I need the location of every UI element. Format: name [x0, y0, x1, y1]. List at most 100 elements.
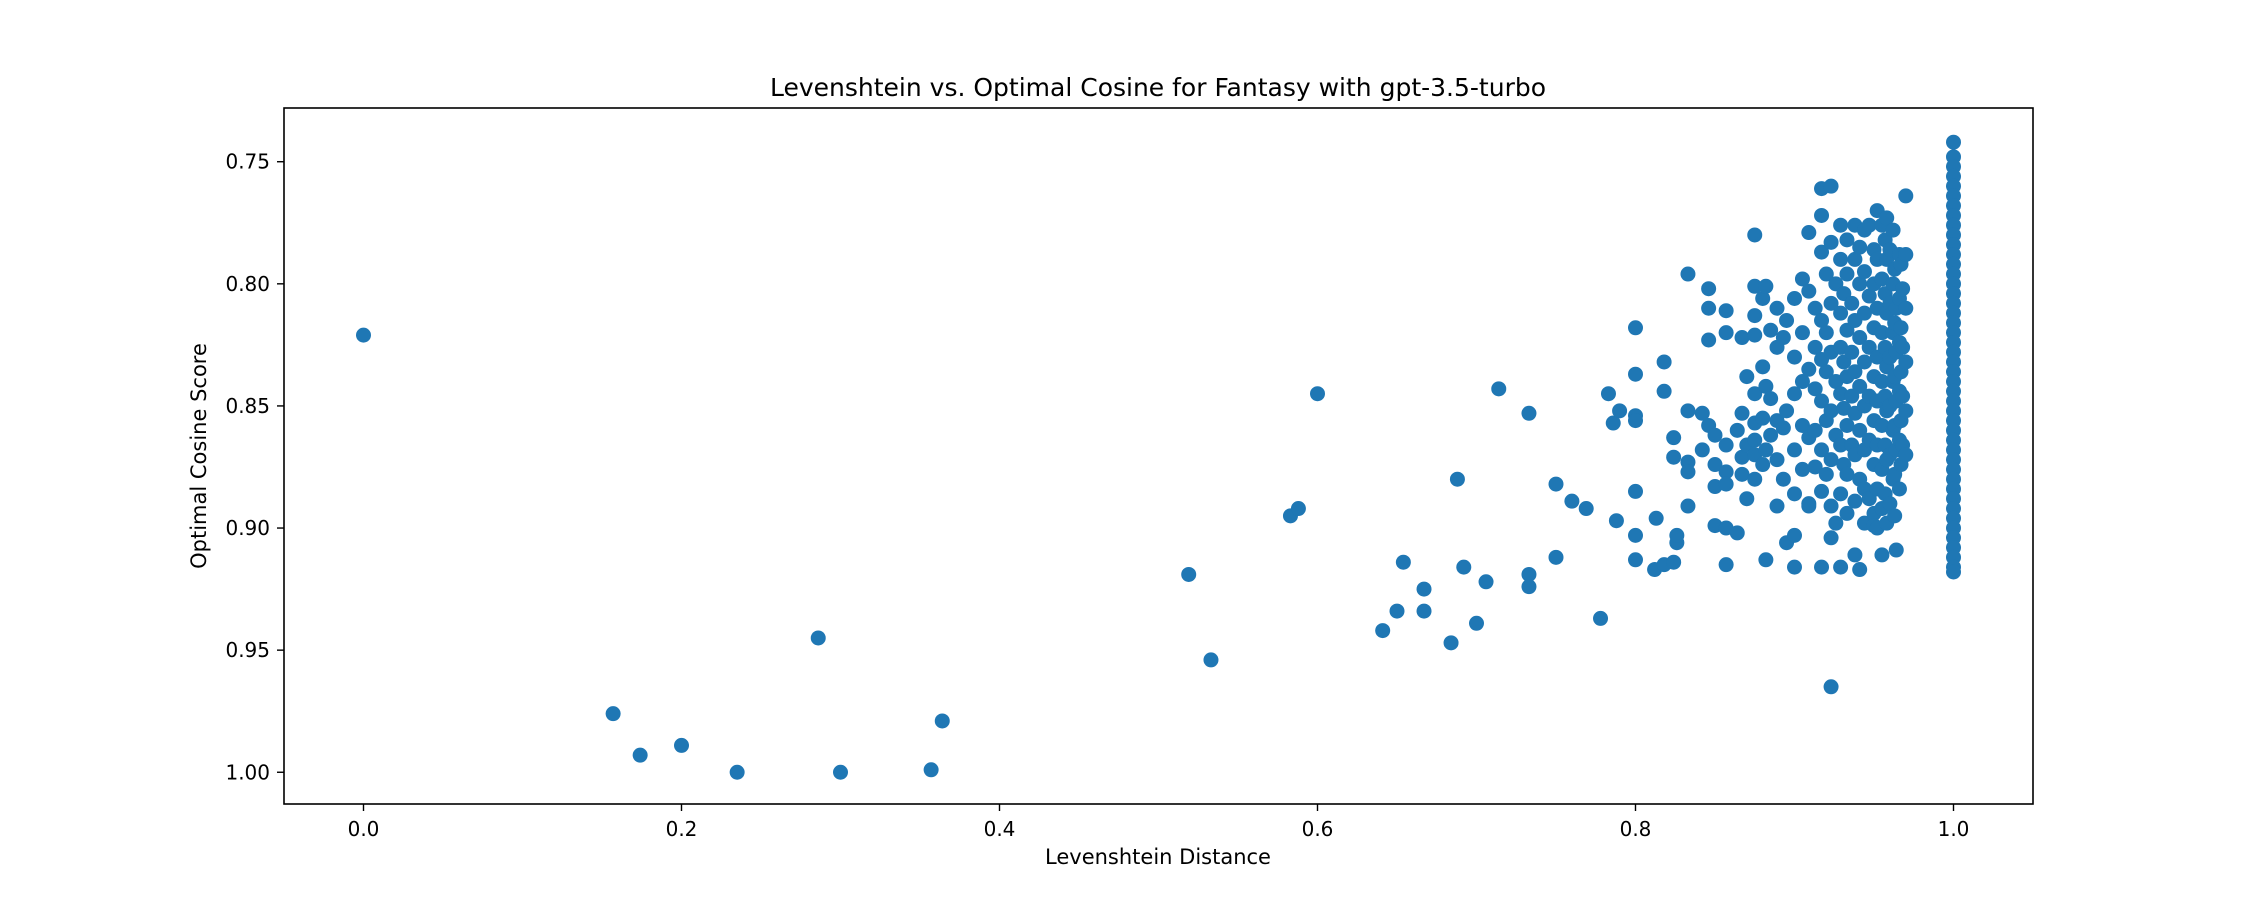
data-point	[1718, 437, 1734, 453]
plot-area-frame	[283, 107, 2034, 805]
x-tick-label: 0.8	[1620, 817, 1652, 841]
data-point	[1375, 623, 1391, 639]
data-point	[1769, 452, 1785, 468]
data-point	[1893, 320, 1909, 336]
data-point	[1839, 505, 1855, 521]
points-layer	[356, 134, 1961, 780]
data-point	[1794, 374, 1810, 390]
data-point	[1775, 471, 1791, 487]
data-point	[1898, 247, 1914, 263]
data-point	[1891, 481, 1907, 497]
data-point	[1416, 603, 1432, 619]
data-point	[1885, 222, 1901, 238]
data-point	[1787, 386, 1802, 402]
data-point	[1856, 354, 1872, 370]
x-tick-label: 0.6	[1302, 817, 1334, 841]
data-point	[1564, 493, 1580, 509]
data-point	[1787, 527, 1802, 543]
data-point	[1628, 483, 1643, 499]
data-point	[1801, 361, 1817, 377]
data-point	[1600, 386, 1616, 402]
data-point	[729, 764, 745, 780]
data-point	[1898, 403, 1914, 419]
data-point	[810, 630, 826, 646]
data-point	[1847, 547, 1863, 563]
data-point	[1874, 547, 1890, 563]
data-point	[1814, 483, 1830, 499]
data-point	[1839, 466, 1855, 482]
data-point	[1807, 381, 1823, 397]
data-point	[1814, 559, 1830, 575]
data-point	[1521, 566, 1537, 582]
data-point	[1755, 359, 1771, 375]
data-point	[1734, 330, 1750, 346]
y-tick-label: 0.75	[225, 150, 270, 174]
data-point	[1763, 391, 1779, 407]
data-point	[1818, 466, 1834, 482]
data-point	[1729, 422, 1745, 438]
data-point	[1794, 417, 1810, 433]
data-point	[833, 764, 848, 780]
data-point	[1775, 330, 1791, 346]
data-point	[1648, 510, 1664, 526]
data-point	[1898, 188, 1914, 204]
data-point	[1861, 217, 1877, 233]
data-point	[1310, 386, 1325, 402]
data-point	[1882, 496, 1898, 512]
data-point	[1758, 378, 1774, 394]
data-point	[1747, 227, 1763, 243]
data-point	[1758, 552, 1774, 568]
data-point	[1755, 457, 1771, 473]
data-point	[1739, 369, 1755, 385]
data-point	[934, 713, 950, 729]
data-point	[1852, 239, 1868, 255]
data-point	[1888, 542, 1904, 558]
x-tick-label: 0.2	[666, 817, 698, 841]
y-tick-label: 0.95	[225, 638, 270, 662]
data-point	[1823, 498, 1839, 514]
data-point	[1290, 501, 1306, 517]
data-point	[1898, 354, 1914, 370]
data-point	[1729, 525, 1745, 541]
data-point	[1852, 330, 1868, 346]
data-point	[1814, 442, 1830, 458]
y-axis-ticks: 0.75 0.80 0.85 0.90 0.95 1.00	[225, 150, 284, 784]
data-point	[1814, 393, 1830, 409]
data-point	[1823, 403, 1839, 419]
data-point	[1747, 432, 1763, 448]
data-point	[1747, 327, 1763, 343]
data-point	[1823, 178, 1839, 194]
data-point	[1718, 557, 1734, 573]
data-point	[1823, 295, 1839, 311]
data-point	[1946, 134, 1961, 150]
data-point	[1203, 652, 1219, 668]
data-point	[1852, 276, 1868, 292]
data-point	[1443, 635, 1459, 651]
data-point	[1181, 566, 1197, 582]
data-point	[1852, 378, 1868, 394]
data-point	[1612, 403, 1628, 419]
data-point	[1701, 281, 1717, 297]
y-tick-label: 1.00	[225, 760, 270, 784]
data-point	[1469, 615, 1484, 631]
data-point	[1833, 437, 1849, 453]
data-point	[1844, 295, 1860, 311]
data-point	[1823, 679, 1839, 695]
data-point	[1861, 288, 1877, 304]
data-point	[1814, 207, 1830, 223]
data-point	[1747, 386, 1763, 402]
data-point	[1828, 515, 1844, 531]
data-point	[1478, 574, 1494, 590]
data-point	[1787, 290, 1802, 306]
data-point	[1787, 349, 1802, 365]
data-point	[1874, 325, 1890, 341]
data-point	[1887, 508, 1903, 524]
data-point	[1807, 300, 1823, 316]
data-point	[1707, 457, 1723, 473]
data-point	[1839, 417, 1855, 433]
data-point	[1718, 464, 1734, 480]
data-point	[1669, 527, 1685, 543]
data-point	[1814, 244, 1830, 260]
